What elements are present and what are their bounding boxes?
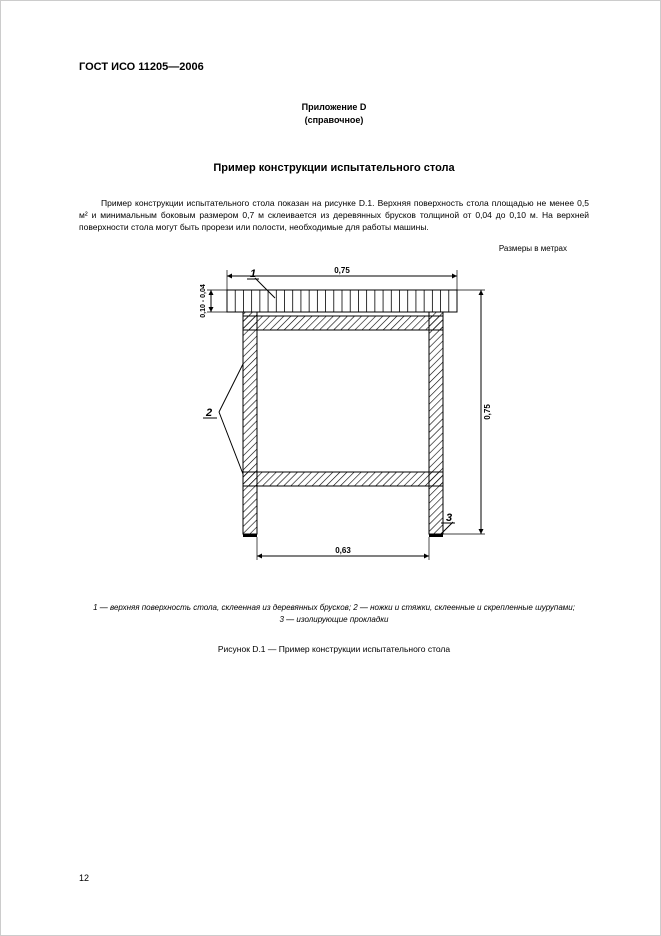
svg-text:2: 2 [205,407,212,419]
legend-line-1: 1 — верхняя поверхность стола, склеенная… [93,603,575,612]
dimensions-note: Размеры в метрах [499,244,567,253]
annex-type: (справочное) [79,114,589,127]
figure-d1: Размеры в метрах 0,75 0,10 - 0,04 0,75 0,63… [79,244,589,584]
svg-text:0,10 - 0,04: 0,10 - 0,04 [200,284,207,318]
svg-text:1: 1 [250,268,256,280]
document-id: ГОСТ ИСО 11205—2006 [79,61,589,73]
figure-legend: 1 — верхняя поверхность стола, склеенная… [79,602,589,626]
annex-block: Приложение D (справочное) [79,101,589,126]
svg-text:0,63: 0,63 [335,546,351,555]
svg-text:3: 3 [446,512,452,524]
table-drawing: 0,75 0,10 - 0,04 0,75 0,63 1 2 3 [197,254,497,574]
annex-name: Приложение D [79,101,589,114]
figure-caption: Рисунок D.1 — Пример конструкции испытат… [79,644,589,654]
section-title: Пример конструкции испытательного стола [79,162,589,174]
svg-text:0,75: 0,75 [483,404,492,420]
svg-text:0,75: 0,75 [334,266,350,275]
page-number: 12 [79,873,89,883]
legend-line-2: 3 — изолирующие прокладки [279,615,388,624]
body-paragraph: Пример конструкции испытательного стола … [79,198,589,234]
